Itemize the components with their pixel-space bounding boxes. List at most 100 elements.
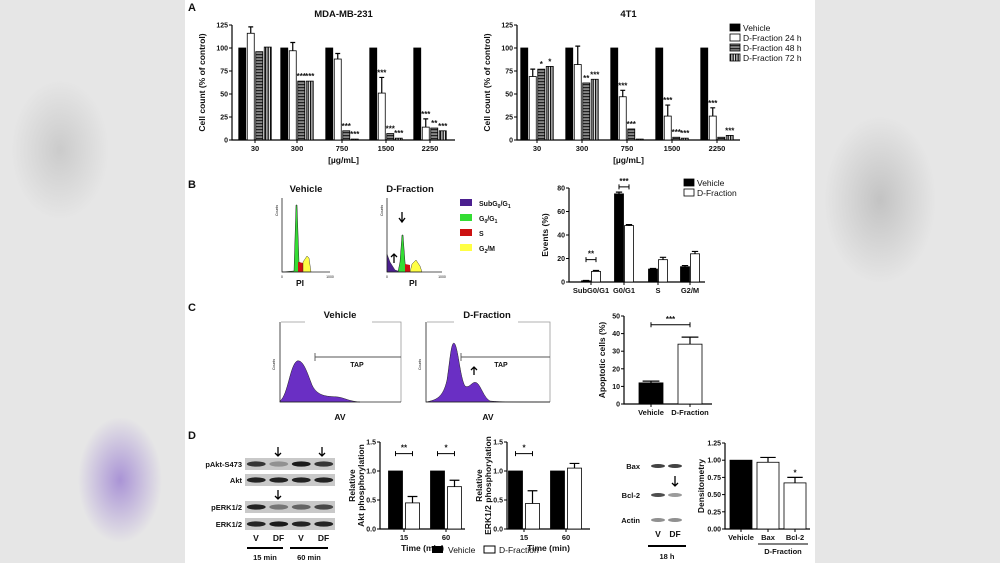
significance-label: ***: [386, 125, 396, 134]
bar: [438, 130, 447, 141]
significance-label: ***: [618, 81, 628, 90]
lane-label: DF: [273, 533, 284, 543]
annexin-histogram: [425, 342, 551, 403]
bar: [680, 137, 689, 141]
y-tick-label: 1.0: [366, 469, 376, 476]
bar: [528, 76, 537, 141]
bar: [680, 266, 690, 283]
x-axis-label: [µg/mL]: [613, 155, 644, 165]
legend-label-part: G: [479, 246, 485, 253]
bar: [729, 459, 753, 530]
error-bar: [407, 495, 418, 503]
tap-gate-label: TAP: [350, 362, 364, 369]
bar-chart-0: 0 25 50 75 100 125 30 300 750 1500 2250 MDA-MB-231 […: [197, 9, 455, 165]
x-tick-label: 750: [336, 144, 349, 153]
arrow-down-icon: [398, 212, 406, 224]
bar: [447, 486, 462, 530]
lane-label: DF: [669, 529, 680, 539]
bar: [280, 47, 289, 141]
legend-label-part: /G: [487, 216, 495, 223]
x-axis-label: PI: [296, 278, 304, 288]
x-tick-label: Bax: [761, 533, 776, 542]
bar: [700, 47, 709, 141]
x-axis-label: PI: [409, 278, 417, 288]
legend-label-part: 0: [484, 219, 487, 225]
blot-row-membrane: [245, 501, 335, 513]
y-axis-label: Cell count (% of control): [482, 33, 492, 131]
significance-bracket: [650, 322, 691, 328]
y-axis-label: Events (%): [540, 213, 550, 257]
legend-label-2: S: [479, 231, 484, 238]
significance-label: *: [540, 60, 544, 69]
bar: [610, 47, 619, 141]
y-axis-label: Densitometry: [696, 459, 706, 514]
significance-label: ***: [297, 72, 307, 81]
blot-band: [668, 518, 682, 522]
x-tick-label: S: [655, 286, 660, 295]
y-axis-label: Relative: [347, 469, 357, 502]
bar: [386, 133, 395, 141]
tap-gate-label: TAP: [494, 362, 508, 369]
significance-label: ***: [394, 129, 404, 138]
legend-label-0: SubG0/G1: [479, 201, 511, 210]
lane-label: V: [298, 533, 304, 543]
y-tick-label: 80: [557, 186, 565, 193]
y-tick-label: 0.25: [707, 509, 721, 516]
x-tick-label: D-Fraction: [671, 408, 709, 417]
histogram-axes: [279, 322, 401, 403]
blot-row-membrane: [245, 474, 335, 486]
y-tick-label: 0.50: [707, 492, 721, 499]
blot-row-band: [291, 477, 311, 483]
histogram-axes: [281, 198, 330, 273]
y-tick-label: 1.00: [707, 458, 721, 465]
legend-label: Vehicle: [697, 178, 725, 188]
bar: [305, 80, 314, 141]
blot-row-label: Bcl-2: [622, 491, 640, 500]
error-bar: [335, 52, 341, 60]
y-tick-label: 1.25: [707, 441, 721, 448]
legend-label-part: S: [479, 231, 484, 238]
x-tick-label: Vehicle: [638, 408, 664, 417]
arrow-down-icon: [318, 447, 326, 457]
bar: [783, 482, 807, 530]
x-tick: 1000: [326, 275, 334, 279]
x-tick-label: 60: [442, 533, 450, 542]
blot-row-band: [246, 521, 266, 527]
bar: [430, 470, 445, 530]
y-axis-label: Counts: [275, 205, 279, 216]
y-tick-label: 0: [616, 402, 620, 409]
x-axis-label: [µg/mL]: [328, 155, 359, 165]
panel-d-legend: Vehicle D-Fraction: [432, 545, 539, 555]
significance-label: ***: [438, 122, 448, 131]
significance-label: ***: [377, 68, 387, 77]
significance-label: ***: [725, 126, 735, 135]
significance-bracket: [585, 257, 597, 263]
significance-label: *: [444, 444, 448, 453]
y-tick-label: 1.0: [493, 469, 503, 476]
blot-row-band: [246, 477, 266, 483]
y-tick-label: 50: [612, 314, 620, 321]
y-tick-label: 0: [509, 138, 513, 145]
time-label: 18 h: [659, 552, 674, 561]
significance-label: ***: [627, 120, 637, 129]
bar: [655, 47, 664, 141]
legend-swatch: [683, 188, 695, 197]
tap-gate: [460, 353, 550, 361]
y-tick-label: 20: [612, 366, 620, 373]
bar: [405, 502, 420, 530]
significance-label: ***: [708, 99, 718, 108]
significance-label: *: [793, 468, 797, 477]
y-tick-label: 40: [612, 331, 620, 338]
legend-label-part: /M: [487, 246, 495, 253]
significance-bracket: [395, 451, 413, 457]
blot-row-label: Bax: [626, 462, 641, 471]
y-tick-label: 40: [557, 233, 565, 240]
significance-label: **: [431, 119, 438, 128]
gate-bracket: [281, 321, 402, 402]
bar: [263, 46, 272, 141]
blot-band: [651, 493, 665, 497]
x-tick-label: Bcl-2: [786, 533, 804, 542]
